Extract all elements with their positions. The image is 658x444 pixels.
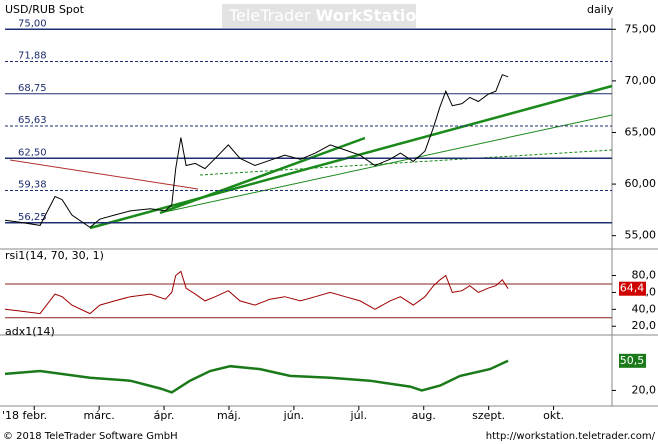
level-label: 62,50 (18, 147, 47, 158)
y-tick-label: 80,0 (632, 269, 657, 282)
level-label: 71,88 (18, 50, 47, 61)
x-tick-label: máj. (217, 409, 241, 422)
data-line (4, 359, 509, 394)
x-tick-label: jún. (283, 409, 305, 422)
x-tick-label: '18 febr. (2, 409, 47, 422)
y-tick-label: 40,0 (632, 302, 657, 315)
y-tick-label: 20,0 (632, 383, 657, 396)
footer-url: http://workstation.teletrader.com/ (486, 431, 656, 442)
current-value-label: 50,5 (620, 354, 645, 367)
watermark-brand: TeleTrader (228, 6, 311, 25)
x-tick-label: ápr. (154, 409, 175, 422)
data-line (4, 74, 509, 229)
y-tick-label: 70,00 (625, 74, 657, 87)
panel-title: rsi1(14, 70, 30, 1) (5, 249, 104, 262)
x-tick-label: aug. (412, 409, 436, 422)
trend-line (89, 84, 613, 230)
y-tick-label: 65,00 (625, 125, 657, 138)
x-tick-label: szept. (472, 409, 505, 422)
x-tick-label: júl. (350, 409, 368, 422)
chart-subtitle: daily (587, 3, 614, 16)
trend-line (9, 159, 199, 190)
current-value-label: 64,4 (620, 282, 645, 295)
level-label: 56,25 (18, 212, 47, 223)
level-label: 68,75 (18, 83, 47, 94)
chart-title: USD/RUB Spot (5, 3, 85, 16)
watermark-product: WorkStation (316, 6, 428, 25)
watermark: TeleTrader WorkStation (228, 6, 428, 25)
current-value-box (619, 353, 646, 368)
watermark-box (222, 4, 416, 28)
y-tick-label: 20,0 (632, 319, 657, 332)
y-tick-label: 60,00 (625, 177, 657, 190)
level-label: 75,00 (18, 18, 47, 29)
trend-line (159, 136, 366, 215)
current-value-box (619, 281, 646, 296)
x-tick-label: márc. (83, 409, 114, 422)
y-tick-label: 55,00 (625, 229, 657, 242)
level-label: 65,63 (18, 115, 47, 126)
y-tick-label: 75,00 (625, 22, 657, 35)
data-line (4, 270, 509, 315)
trend-line (199, 149, 613, 176)
footer-copyright: © 2018 TeleTrader Software GmbH (3, 431, 178, 442)
level-label: 59,38 (18, 179, 47, 190)
x-tick-label: okt. (543, 409, 564, 422)
panel-title: adx1(14) (5, 325, 55, 338)
